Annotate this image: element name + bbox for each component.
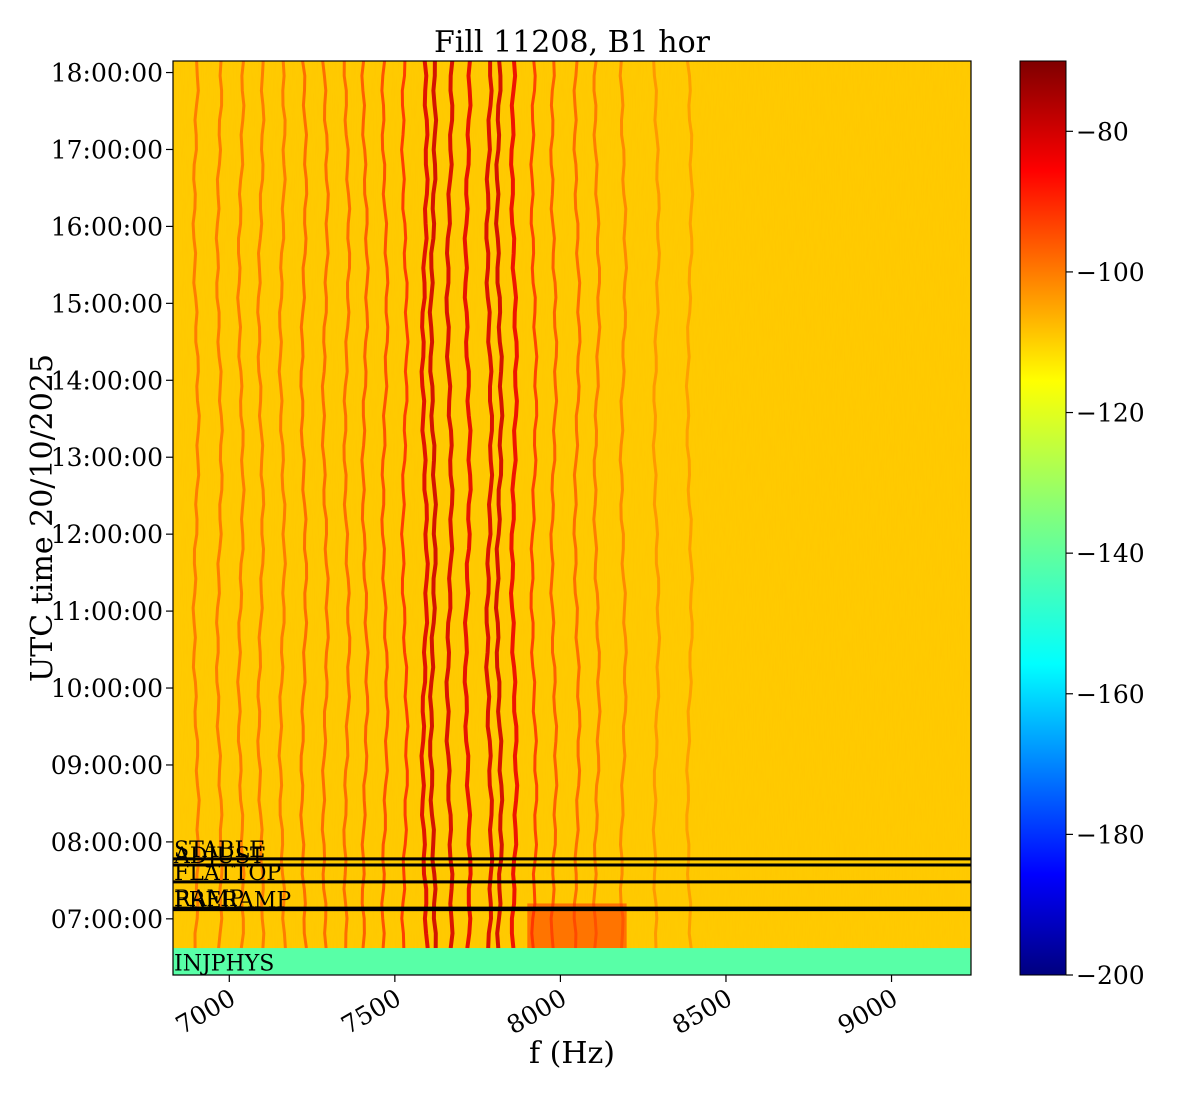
y-tick-label: 11:00:00 [51,597,163,626]
phase-label: INJPHYS [174,952,274,977]
colorbar-ticks: −80 −100 −120 −140 −160 −180 −200 [1066,117,1145,990]
spectral-line [419,61,430,949]
phase-label: STABLE [174,838,265,863]
x-axis-ticks: 7000 7500 8000 8500 9000 [171,975,903,1040]
y-tick-label: 12:00:00 [51,520,163,549]
spectral-line [684,61,695,949]
phase-label: RAMP [174,887,244,912]
x-tick-label: 8500 [667,983,737,1040]
spectral-lines [191,61,695,949]
spectral-line [191,61,201,949]
spectral-line [444,61,455,949]
spectral-line [484,61,495,949]
x-tick-label: 7000 [171,983,241,1040]
colorbar-tick-label: −140 [1076,539,1145,568]
y-axis-ticks: 07:00:00 08:00:00 09:00:00 10:00:00 11:00:00… [51,59,173,934]
colorbar-tick-label: −160 [1076,680,1145,709]
colorbar-tick-label: −120 [1076,399,1145,428]
spectral-line [360,61,370,949]
y-tick-label: 15:00:00 [51,289,163,318]
y-axis-label: UTC time 20/10/2025 [25,354,60,682]
spectral-line [529,61,539,949]
x-tick-label: 8000 [502,983,572,1040]
spectral-line [651,61,662,949]
y-tick-label: 18:00:00 [51,59,163,88]
spectral-line [342,61,352,949]
colorbar-tick-label: −80 [1076,117,1129,146]
spectral-line [400,61,410,949]
injection-band [173,948,971,975]
chart-title: Fill 11208, B1 hor [434,25,711,60]
y-tick-label: 13:00:00 [51,443,163,472]
spectral-line [277,61,287,949]
y-tick-label: 17:00:00 [51,135,163,164]
spectral-line [549,61,559,949]
colorbar-tick-label: −100 [1076,258,1145,287]
spectral-line [320,61,330,949]
y-tick-label: 08:00:00 [51,828,163,857]
spectral-line [236,61,246,949]
phase-markers [173,857,971,912]
spectrogram-plot-area [173,61,971,975]
spectral-line [462,61,473,949]
x-axis-label: f (Hz) [529,1036,615,1071]
phase-label: PRERAMP [174,889,291,914]
phase-label: ADJUST [173,844,265,869]
y-tick-label: 07:00:00 [51,905,163,934]
colorbar-tick-label: −200 [1076,961,1145,990]
y-tick-label: 14:00:00 [51,366,163,395]
spectral-line [214,61,224,949]
spectral-line [572,61,582,949]
plot-noise-texture [173,61,971,975]
spectral-line [493,61,505,949]
spectral-line [380,61,390,949]
x-tick-label: 7500 [336,983,406,1040]
spectral-line [427,61,439,949]
colorbar-tick-label: −180 [1076,820,1145,849]
spectral-line [508,61,520,949]
spectral-line [592,61,602,949]
spectral-line [299,61,309,949]
y-tick-label: 09:00:00 [51,751,163,780]
x-tick-label: 9000 [833,983,903,1040]
spectral-line [618,61,629,949]
phase-label: FLATTOP [174,861,281,886]
colorbar [1019,60,1067,976]
y-tick-label: 16:00:00 [51,212,163,241]
plot-frame [172,60,972,976]
spectral-line [256,61,266,949]
y-tick-label: 10:00:00 [51,674,163,703]
